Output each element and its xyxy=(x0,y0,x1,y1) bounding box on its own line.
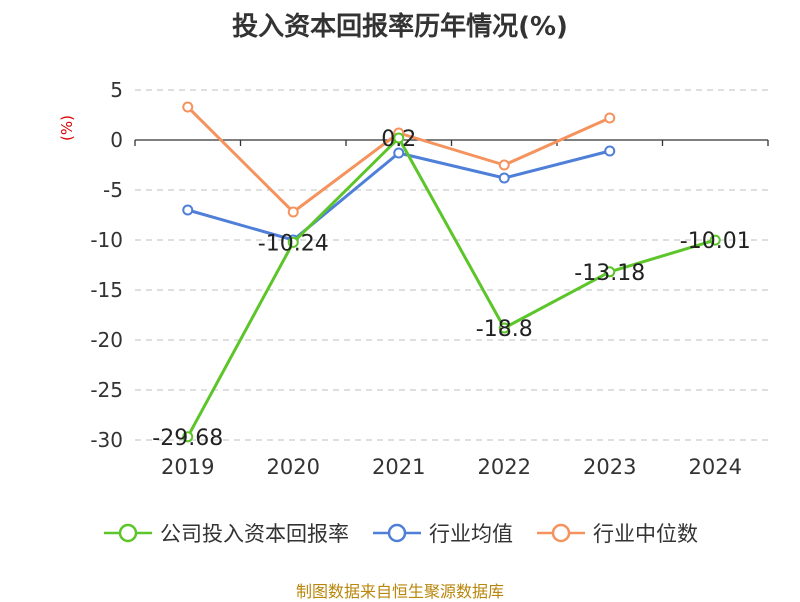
data-point xyxy=(287,206,299,218)
y-tick-label: -15 xyxy=(90,278,123,302)
data-point xyxy=(498,322,510,334)
y-tick-label: 0 xyxy=(110,128,123,152)
y-tick-label: -20 xyxy=(90,328,123,352)
y-tick-label: -25 xyxy=(90,378,123,402)
series-lines xyxy=(182,101,721,443)
y-tick-label: -10 xyxy=(90,228,123,252)
legend-line-icon xyxy=(373,523,421,543)
data-point xyxy=(498,172,510,184)
x-tick-label: 2021 xyxy=(372,455,425,479)
x-tick-label: 2020 xyxy=(267,455,320,479)
x-tick-label: 2024 xyxy=(689,455,742,479)
legend-item-industry-median[interactable]: 行业中位数 xyxy=(535,518,698,548)
y-tick-label: -5 xyxy=(103,178,123,202)
data-point xyxy=(182,101,194,113)
data-point xyxy=(709,234,721,246)
legend-item-industry-mean[interactable]: 行业均值 xyxy=(371,518,513,548)
series-line xyxy=(186,136,716,438)
data-label: -18.8 xyxy=(476,317,533,342)
legend-label: 行业中位数 xyxy=(593,522,698,546)
series-line xyxy=(186,105,611,214)
legend-item-company-roic[interactable]: 公司投入资本回报率 xyxy=(102,518,349,548)
series-line xyxy=(187,149,611,242)
y-axis: 5 0 -5 -10 -15 -20 -25 -30 xyxy=(90,78,123,452)
data-point xyxy=(287,236,299,248)
data-labels: -29.68 -10.24 0.2 -18.8 -13.18 -10.01 xyxy=(152,127,750,451)
legend-line-icon xyxy=(104,523,152,543)
x-tick-label: 2023 xyxy=(583,455,636,479)
legend: 公司投入资本回报率 行业均值 行业中位数 xyxy=(0,518,800,548)
data-label: -10.24 xyxy=(258,231,329,256)
chart-title: 投入资本回报率历年情况(%) xyxy=(232,12,568,42)
y-tick-label: -30 xyxy=(90,428,123,452)
data-point xyxy=(393,147,405,159)
source-note: 制图数据来自恒生聚源数据库 xyxy=(295,582,504,601)
data-point xyxy=(498,159,510,171)
data-point xyxy=(393,132,405,144)
data-point xyxy=(604,112,616,124)
data-label: -13.18 xyxy=(574,261,645,286)
legend-line-icon xyxy=(537,523,585,543)
legend-label: 公司投入资本回报率 xyxy=(160,522,349,546)
x-tick-label: 2022 xyxy=(478,455,531,479)
x-axis: 2019 2020 2021 2022 2023 2024 xyxy=(134,139,769,479)
data-point xyxy=(604,145,616,157)
data-point xyxy=(604,266,616,278)
data-point xyxy=(182,431,194,443)
data-label: 0.2 xyxy=(381,127,416,152)
data-point xyxy=(182,204,194,216)
x-tick-label: 2019 xyxy=(161,455,214,479)
data-label: -10.01 xyxy=(680,229,751,254)
data-label: -29.68 xyxy=(152,426,223,451)
y-tick-label: 5 xyxy=(110,78,123,102)
legend-label: 行业均值 xyxy=(429,522,513,546)
y-axis-label: (%) xyxy=(58,115,76,141)
